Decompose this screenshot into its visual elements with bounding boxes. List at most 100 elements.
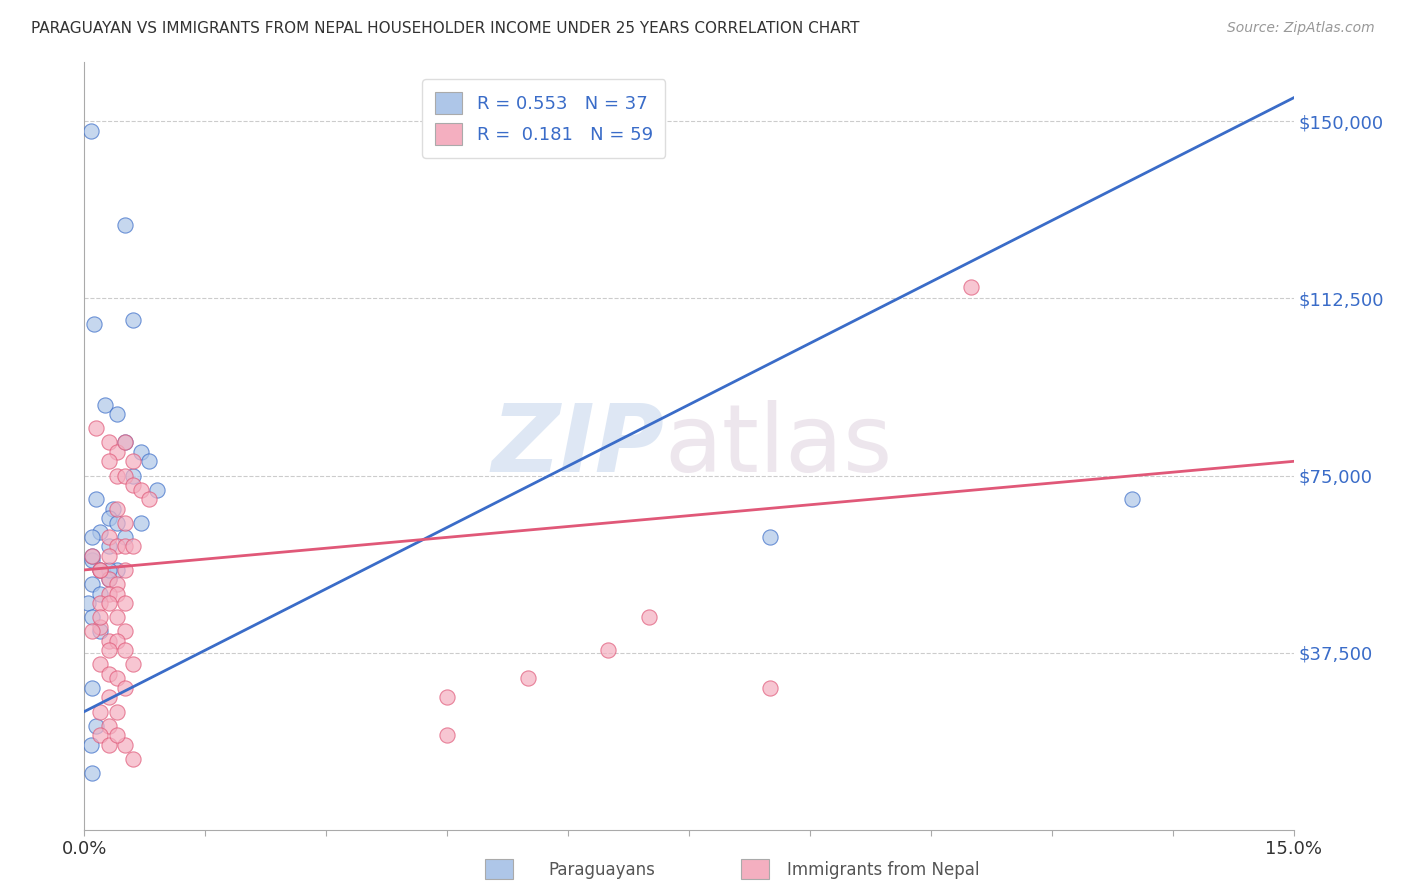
Point	[105, 705, 128, 719]
Point	[114, 624, 136, 639]
Point	[93, 398, 115, 412]
Point	[89, 705, 111, 719]
Text: Source: ZipAtlas.com: Source: ZipAtlas.com	[1227, 21, 1375, 35]
Point	[83, 318, 105, 332]
Point	[97, 719, 120, 733]
Point	[758, 530, 780, 544]
Point	[89, 525, 111, 540]
Point	[105, 563, 128, 577]
Point	[97, 596, 120, 610]
Point	[121, 478, 143, 492]
Point	[436, 728, 458, 742]
Point	[114, 468, 136, 483]
Point	[97, 666, 120, 681]
Point	[89, 610, 111, 624]
Point	[97, 530, 120, 544]
Point	[82, 553, 104, 567]
Point	[86, 719, 108, 733]
Point	[105, 633, 128, 648]
Point	[101, 501, 124, 516]
Text: PARAGUAYAN VS IMMIGRANTS FROM NEPAL HOUSEHOLDER INCOME UNDER 25 YEARS CORRELATIO: PARAGUAYAN VS IMMIGRANTS FROM NEPAL HOUS…	[31, 21, 859, 36]
Point	[114, 435, 136, 450]
Point	[97, 539, 120, 553]
Point	[89, 586, 111, 600]
Point	[114, 738, 136, 752]
Point	[89, 563, 111, 577]
Point	[114, 435, 136, 450]
Point	[97, 435, 120, 450]
Point	[1121, 492, 1143, 507]
Text: Immigrants from Nepal: Immigrants from Nepal	[787, 861, 980, 879]
Point	[105, 539, 128, 553]
Point	[82, 577, 104, 591]
Point	[121, 454, 143, 468]
Point	[97, 633, 120, 648]
Point	[105, 577, 128, 591]
Point	[97, 549, 120, 563]
Point	[960, 279, 983, 293]
Point	[114, 563, 136, 577]
Point	[97, 573, 120, 587]
Point	[77, 596, 100, 610]
Point	[97, 573, 120, 587]
Point	[82, 681, 104, 695]
Point	[121, 539, 143, 553]
Point	[105, 728, 128, 742]
Point	[82, 530, 104, 544]
Point	[105, 672, 128, 686]
Point	[114, 516, 136, 530]
Point	[516, 672, 538, 686]
Point	[89, 624, 111, 639]
Point	[138, 454, 160, 468]
Point	[105, 407, 128, 421]
Point	[114, 643, 136, 657]
Point	[637, 610, 659, 624]
Point	[138, 492, 160, 507]
Point	[89, 657, 111, 672]
Point	[89, 619, 111, 633]
Point	[121, 312, 143, 326]
Point	[114, 539, 136, 553]
Point	[105, 445, 128, 459]
Point	[82, 624, 104, 639]
Point	[89, 563, 111, 577]
Point	[89, 596, 111, 610]
Point	[121, 468, 143, 483]
Point	[114, 219, 136, 233]
Point	[129, 483, 152, 497]
Point	[105, 610, 128, 624]
Point	[82, 549, 104, 563]
Point	[105, 468, 128, 483]
Point	[82, 765, 104, 780]
Point	[89, 728, 111, 742]
Point	[86, 492, 108, 507]
Point	[114, 681, 136, 695]
Point	[436, 690, 458, 705]
Point	[97, 690, 120, 705]
Point	[598, 643, 620, 657]
Point	[80, 738, 103, 752]
Point	[129, 445, 152, 459]
Point	[97, 586, 120, 600]
Point	[146, 483, 169, 497]
Point	[114, 530, 136, 544]
Point	[89, 563, 111, 577]
Point	[758, 681, 780, 695]
Point	[80, 124, 103, 138]
Point	[86, 421, 108, 435]
Point	[82, 549, 104, 563]
Point	[114, 596, 136, 610]
Point	[121, 752, 143, 766]
Point	[97, 563, 120, 577]
Point	[82, 610, 104, 624]
Legend: R = 0.553   N = 37, R =  0.181   N = 59: R = 0.553 N = 37, R = 0.181 N = 59	[422, 79, 665, 158]
Text: ZIP: ZIP	[492, 400, 665, 492]
Point	[97, 454, 120, 468]
Point	[97, 643, 120, 657]
Point	[97, 738, 120, 752]
Point	[129, 516, 152, 530]
Point	[105, 501, 128, 516]
Point	[121, 657, 143, 672]
Point	[105, 516, 128, 530]
Point	[97, 511, 120, 525]
